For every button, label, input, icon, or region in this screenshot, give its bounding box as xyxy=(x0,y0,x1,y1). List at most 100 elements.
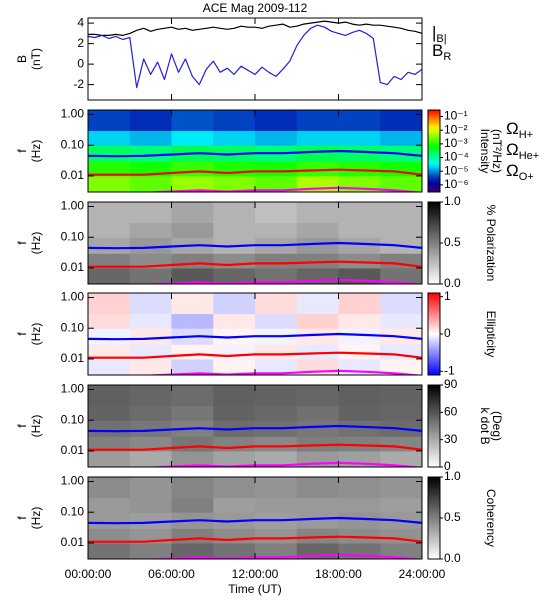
heatmap-cell xyxy=(213,358,256,375)
heatmap-cell xyxy=(338,512,381,529)
heatmap-cell xyxy=(255,450,298,467)
heatmap-cell xyxy=(88,528,131,544)
heatmap-cell xyxy=(213,110,256,132)
colorbar-label: (nT²/Hz) xyxy=(490,129,504,173)
heatmap-cell xyxy=(88,328,131,345)
colorbar-tick-label: 1.0 xyxy=(444,469,461,483)
heatmap-cell xyxy=(171,253,214,269)
heatmap-cell xyxy=(213,253,256,269)
heatmap-cell xyxy=(129,420,172,437)
colorbar-tick-label: 30 xyxy=(444,432,458,446)
heatmap-cell xyxy=(338,497,381,513)
colorbar-tick-label: 10⁻² xyxy=(444,122,468,136)
y-axis-label: f xyxy=(15,332,29,336)
y-tick-label: 0.10 xyxy=(61,229,85,243)
heatmap-cell xyxy=(255,202,298,224)
heatmap-cell xyxy=(213,385,256,407)
plot-area xyxy=(88,110,422,192)
heatmap-cell xyxy=(129,313,172,329)
y-tick-label: 0 xyxy=(77,56,84,70)
x-tick-label: 00:00:00 xyxy=(65,567,112,581)
legend-label: ΩH+ xyxy=(506,119,533,140)
chart-title: ACE Mag 2009-112 xyxy=(203,1,308,15)
heatmap-cell xyxy=(296,420,339,437)
y-tick-label: -2 xyxy=(73,77,84,91)
heatmap-cell xyxy=(255,436,298,452)
heatmap-cell xyxy=(338,344,381,360)
heatmap-cell xyxy=(171,202,214,224)
heatmap-cell xyxy=(171,110,214,132)
colorbar xyxy=(427,292,441,376)
y-tick-label: 0.01 xyxy=(61,443,85,457)
y-tick-label: 0.01 xyxy=(61,260,85,274)
heatmap-cell xyxy=(296,405,339,421)
y-axis-label: B xyxy=(15,55,29,63)
heatmap-cell xyxy=(213,477,256,499)
y-tick-label: 1.00 xyxy=(61,199,85,213)
heatmap-cell xyxy=(380,385,422,407)
heatmap-cell xyxy=(296,328,339,345)
colorbar-tick-label: -1 xyxy=(444,363,455,377)
heatmap-cell xyxy=(255,385,298,407)
heatmap-cell xyxy=(171,477,214,499)
heatmap-cell xyxy=(171,450,214,467)
colorbar-tick-label: 0 xyxy=(444,326,451,340)
heatmap-cell xyxy=(171,175,214,192)
y-axis-label: (Hz) xyxy=(29,507,43,530)
colorbar-tick-label: 10⁻⁴ xyxy=(444,150,469,164)
heatmap-cell xyxy=(338,313,381,329)
heatmap-cell xyxy=(171,293,214,315)
heatmap-cell xyxy=(171,405,214,421)
legend-label: ΩHe+ xyxy=(506,140,539,161)
series-line xyxy=(88,24,422,89)
heatmap-cell xyxy=(213,542,256,559)
heatmap-cell xyxy=(88,477,131,499)
series-line xyxy=(88,260,422,268)
heatmap-cell xyxy=(129,222,172,238)
heatmap-cell xyxy=(171,161,214,177)
heatmap-cell xyxy=(213,293,256,315)
heatmap-cell xyxy=(296,497,339,513)
heatmap-cell xyxy=(213,436,256,452)
series-line xyxy=(88,351,422,359)
heatmap-cell xyxy=(380,542,422,559)
heatmap-cell xyxy=(255,293,298,315)
x-tick-label: 06:00:00 xyxy=(148,567,195,581)
colorbar xyxy=(427,476,441,560)
heatmap-cell xyxy=(213,450,256,467)
series-line xyxy=(88,20,422,36)
colorbar-tick-label: 10⁻¹ xyxy=(444,109,468,123)
y-tick-label: 0.01 xyxy=(61,168,85,182)
heatmap-cell xyxy=(338,528,381,544)
heatmap-cell xyxy=(88,293,131,315)
heatmap-cell xyxy=(255,222,298,238)
plot-area xyxy=(88,293,422,375)
colorbar-tick-label: 1 xyxy=(444,289,451,303)
heatmap-cell xyxy=(88,358,131,375)
heatmap-cell xyxy=(171,344,214,360)
heatmap-cell xyxy=(88,385,131,407)
heatmap-cell xyxy=(380,477,422,499)
heatmap-cell xyxy=(129,175,172,192)
y-tick-label: 1.00 xyxy=(61,474,85,488)
y-tick-label: 1.00 xyxy=(61,290,85,304)
heatmap-cell xyxy=(338,436,381,452)
heatmap-cell xyxy=(171,436,214,452)
heatmap-cell xyxy=(171,497,214,513)
heatmap-cell xyxy=(213,405,256,421)
heatmap-cell xyxy=(88,202,131,224)
colorbar-tick-label: 10⁻⁵ xyxy=(444,163,469,177)
heatmap-cell xyxy=(88,497,131,513)
heatmap-cell xyxy=(255,253,298,269)
heatmap-cell xyxy=(171,313,214,329)
heatmap-cell xyxy=(213,161,256,177)
heatmap-cell xyxy=(338,110,381,132)
heatmap-cell xyxy=(255,405,298,421)
y-tick-label: 4 xyxy=(77,15,84,29)
heatmap-cell xyxy=(255,358,298,375)
colorbar-tick-label: 90 xyxy=(444,377,458,391)
y-axis-label: f xyxy=(15,516,29,520)
heatmap-cell xyxy=(296,385,339,407)
heatmap-cell xyxy=(296,344,339,360)
heatmap-cell xyxy=(338,237,381,254)
